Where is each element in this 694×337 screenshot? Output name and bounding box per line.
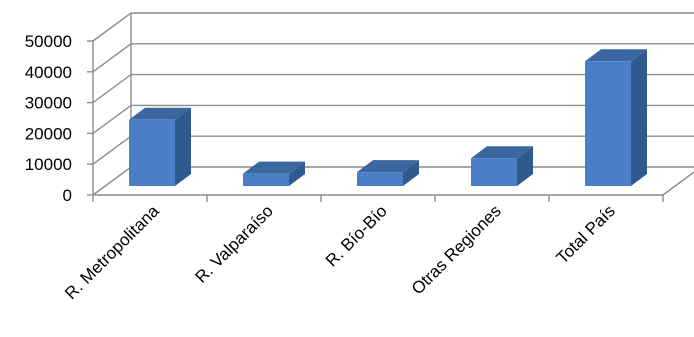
bar bbox=[471, 146, 533, 186]
bar-series bbox=[129, 49, 647, 187]
gridline-diagonal bbox=[92, 12, 132, 42]
x-axis bbox=[92, 194, 664, 202]
gridline-diagonal bbox=[92, 74, 132, 104]
x-tick-label: R. Metropolitana bbox=[61, 201, 163, 303]
bar-front bbox=[129, 119, 175, 186]
gridline-diagonal bbox=[92, 104, 132, 134]
x-tick-label: R. Bío-Bío bbox=[322, 201, 391, 270]
y-tick-label: 20000 bbox=[25, 124, 72, 143]
bar bbox=[129, 107, 191, 186]
bar-top bbox=[243, 161, 305, 174]
bar-top bbox=[357, 160, 419, 173]
bar-top bbox=[129, 107, 191, 120]
x-tick-label: Otras Regiones bbox=[408, 201, 505, 298]
floor-right-edge bbox=[662, 171, 694, 196]
bar-front bbox=[243, 173, 289, 186]
y-tick-label: 30000 bbox=[25, 94, 72, 113]
bar-side bbox=[175, 107, 191, 186]
bar-side bbox=[289, 161, 305, 186]
bar-top bbox=[585, 49, 647, 62]
bar-side bbox=[403, 160, 419, 186]
gridline-diagonal bbox=[92, 43, 132, 73]
x-tick-label: R. Valparaíso bbox=[191, 201, 276, 286]
bar-side bbox=[517, 146, 533, 186]
bar-front bbox=[585, 61, 631, 187]
y-tick-label: 40000 bbox=[25, 63, 72, 82]
bar-front bbox=[471, 158, 517, 186]
y-axis: 0 10000 20000 30000 40000 50000 bbox=[25, 32, 93, 205]
x-tick-label: Total País bbox=[553, 201, 619, 267]
bar bbox=[585, 49, 647, 187]
y-tick-label: 10000 bbox=[25, 155, 72, 174]
x-axis-labels: R. Metropolitana R. Valparaíso R. Bío-Bío O… bbox=[61, 201, 619, 303]
bar-top bbox=[471, 146, 533, 159]
gridline-diagonal bbox=[92, 135, 132, 165]
gridline-diagonal bbox=[92, 166, 132, 196]
bar bbox=[243, 161, 305, 186]
y-tick-label: 50000 bbox=[25, 32, 72, 51]
y-tick-label: 0 bbox=[63, 186, 72, 205]
bar bbox=[357, 160, 419, 186]
bar-side bbox=[631, 49, 647, 187]
bar-front bbox=[357, 172, 403, 186]
